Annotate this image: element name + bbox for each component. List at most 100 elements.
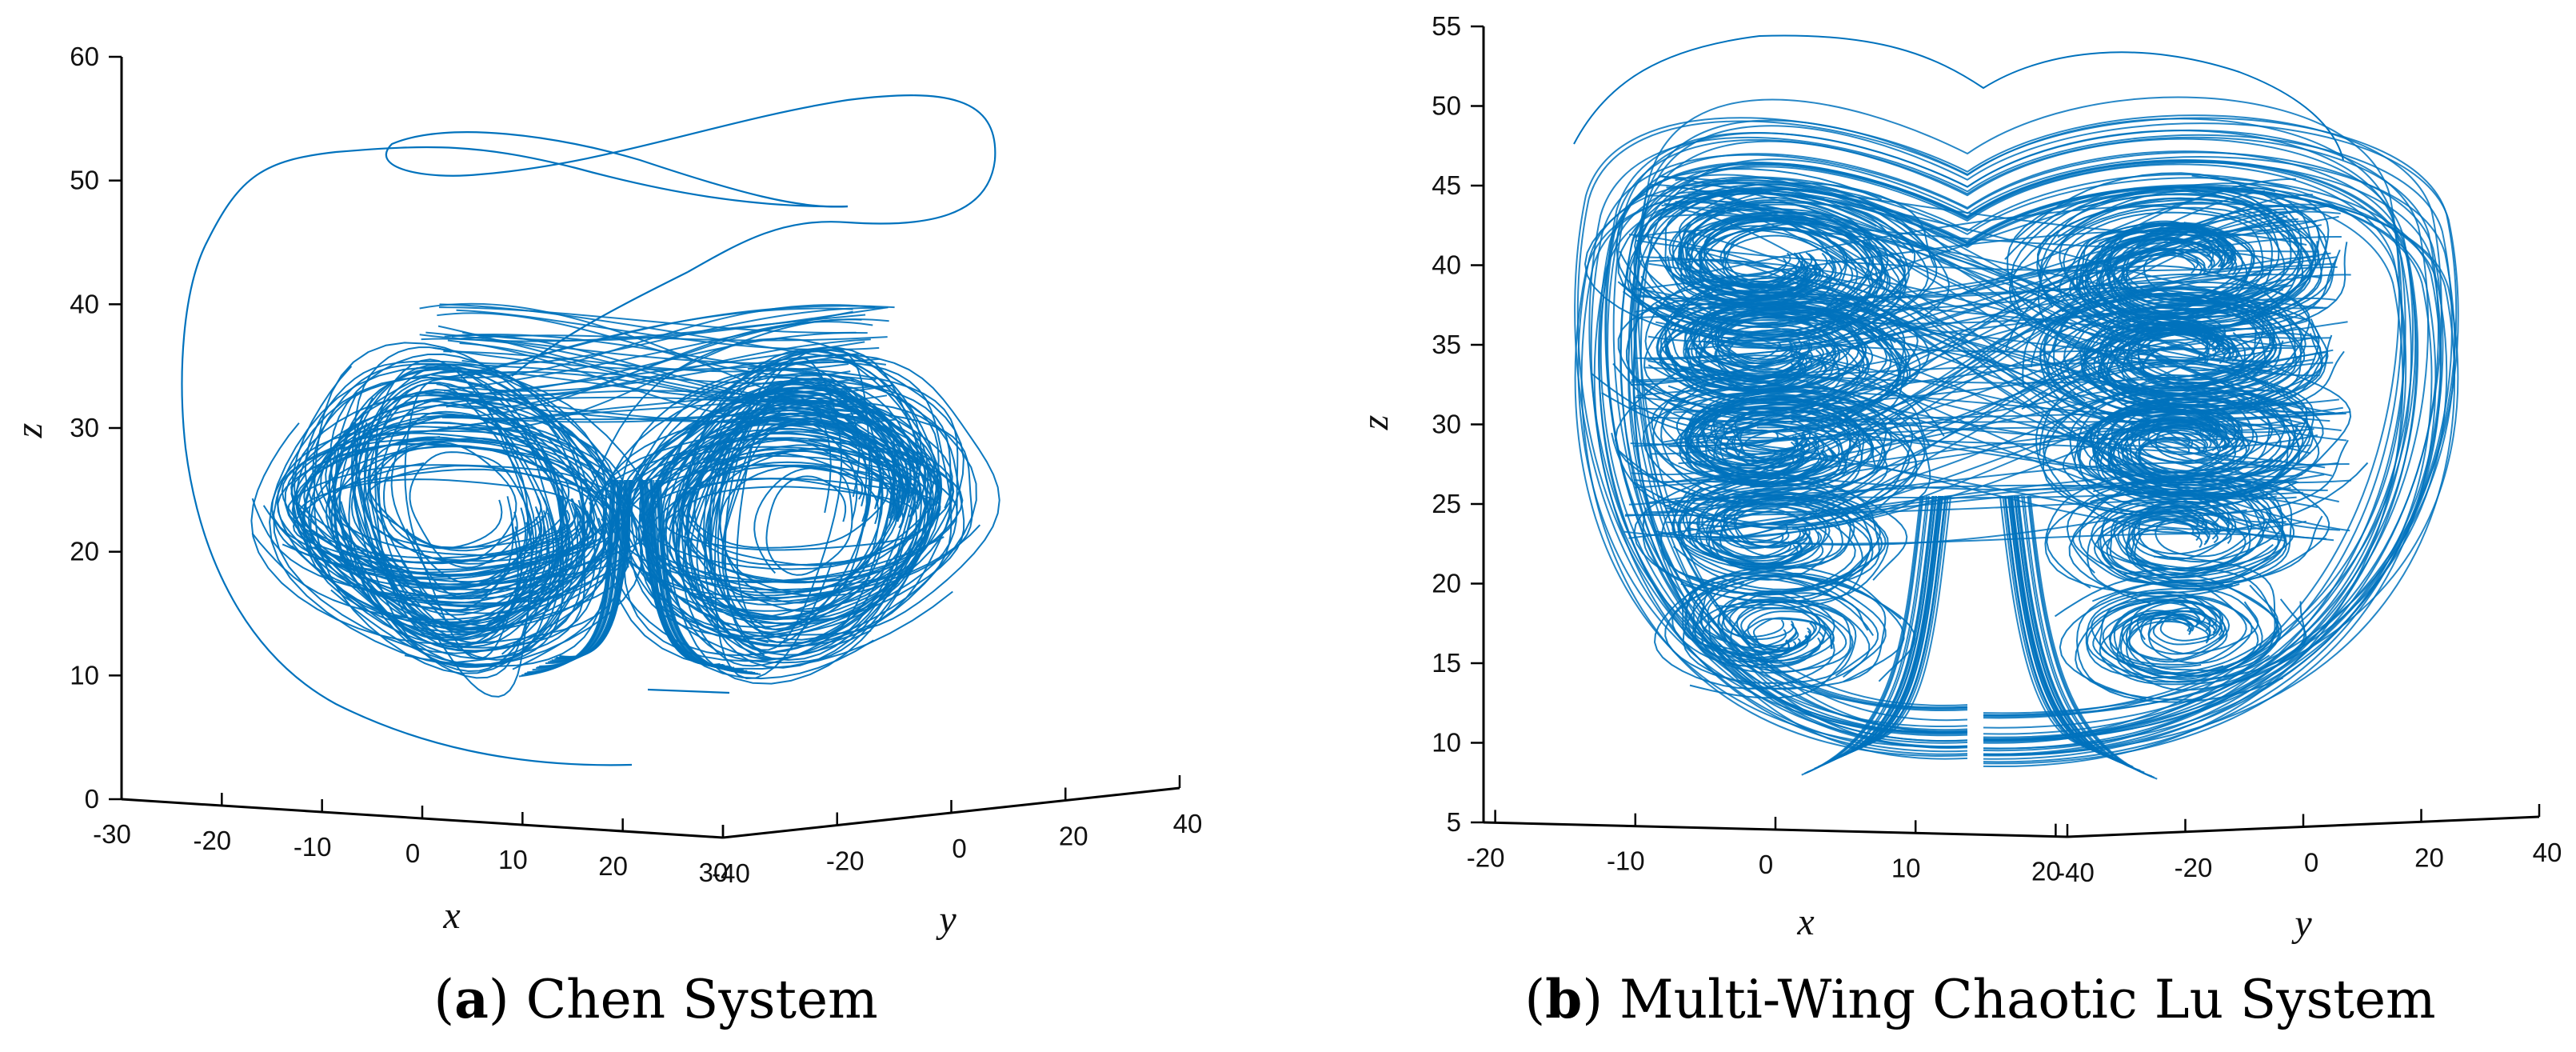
- chen-wing-left-loop: [377, 397, 564, 661]
- lu-z-axis-label: z: [1354, 414, 1396, 430]
- lu-wing-right-loop: [2091, 582, 2247, 666]
- caption-b-label: b: [1545, 968, 1582, 1030]
- chen-crossing-strand: [437, 384, 893, 430]
- lu-crossing-strand: [1633, 287, 2293, 406]
- chen-x-tick-label: 20: [598, 851, 628, 881]
- chen-z-tick-label: 20: [70, 537, 99, 566]
- lu-wing-left-loop: [1664, 584, 1857, 684]
- chen-z-axis-label: z: [8, 422, 50, 438]
- lu-crossing-strand: [1634, 228, 2328, 310]
- chen-wing-left-loop: [405, 451, 533, 586]
- lu-crossing-strand: [1647, 194, 2265, 363]
- chen-x-tick-label: -30: [93, 819, 131, 849]
- chen-lower-strand: [657, 479, 758, 674]
- chen-wing-right-loop: [639, 361, 952, 620]
- chen-x-tick-label: -20: [193, 826, 231, 855]
- chen-y-tick-label: -40: [712, 858, 750, 888]
- lu-wing-left-loop: [1671, 486, 1851, 570]
- chen-crossing-strand: [441, 396, 849, 423]
- lu-wing-left-loop: [1705, 498, 1863, 592]
- lu-outer-loop: [1588, 134, 2453, 742]
- chen-wing-right-loop: [681, 439, 933, 566]
- lu-crossing-strand: [1624, 491, 2303, 517]
- lu-z-tick-label: 30: [1432, 410, 1461, 439]
- chen-wing-left-loop: [271, 426, 607, 577]
- chen-crossing-strand: [421, 338, 882, 414]
- lu-wing-right-loop: [2059, 587, 2263, 700]
- lu-wing-right-loop: [2109, 480, 2330, 590]
- lu-crossing-strand: [1699, 359, 2339, 503]
- lu-z-tick-label: 50: [1432, 91, 1461, 121]
- lu-outer-loop: [1574, 114, 2442, 760]
- lu-crossing-strand: [1628, 484, 2318, 509]
- lu-lower-strand: [1804, 495, 1923, 774]
- lu-crossing-strand: [1646, 266, 2338, 361]
- chen-crossing-strand: [444, 321, 873, 418]
- lu-crossing-strand: [1694, 208, 2286, 423]
- chen-crossing-strand: [437, 312, 851, 377]
- chen-crossing-strand: [451, 334, 869, 406]
- lu-z-tick-label: 20: [1432, 569, 1461, 598]
- lu-x-tick-label: 10: [1891, 853, 1921, 882]
- lu-crossing-strand: [1645, 358, 2315, 384]
- chen-y-axis-label: y: [935, 898, 957, 941]
- lu-crossing-strand: [1695, 255, 2320, 438]
- chen-transient-outer: [181, 146, 849, 766]
- lu-wing-left-loop: [1688, 492, 1820, 568]
- lu-x-tick-label: 20: [2031, 857, 2061, 886]
- lu-crossing-strand: [1630, 442, 2285, 539]
- chen-wing-left-loop: [404, 377, 533, 698]
- lu-outer-loop: [1627, 184, 2448, 718]
- lu-crossing-strand: [1631, 272, 2272, 312]
- lu-crossing-strand: [1631, 220, 2317, 475]
- lu-wing-right-loop: [2107, 426, 2219, 486]
- chen-y-tick-label: 40: [1173, 809, 1203, 838]
- chen-crossing-strand: [431, 304, 876, 379]
- chen-crossing-strand: [444, 334, 877, 381]
- lu-wing-left-loop: [1656, 277, 1932, 403]
- lu-z-tick-label: 55: [1432, 11, 1461, 41]
- caption-a-text: Chen System: [509, 969, 878, 1030]
- lu-crossing-strand: [1631, 205, 2331, 382]
- chen-crossing-strand: [447, 339, 896, 425]
- lu-lower-strand: [2027, 495, 2155, 778]
- chen-transient-loop: [385, 94, 996, 273]
- lu-y-tick-label: -40: [2056, 858, 2095, 887]
- chen-z-tick-label: 40: [70, 289, 99, 318]
- lu-crossing-strand: [1687, 362, 2334, 527]
- chen-z-tick-label: 30: [70, 413, 99, 442]
- chen-trajectory: [181, 94, 1000, 766]
- caption-a-label: a: [454, 968, 489, 1030]
- lu-crossing-strand: [1671, 328, 2314, 434]
- chen-lower-strand: [641, 479, 725, 667]
- lu-lower-strand: [1851, 495, 1947, 751]
- lu-lower-strand: [1814, 495, 1928, 770]
- lu-lower-strand: [1818, 495, 1930, 768]
- lu-outer-loop: [1619, 159, 2418, 756]
- lu-crossing-strand: [1674, 326, 2298, 508]
- lu-crossing-strand: [1699, 406, 2343, 443]
- lu-crossing-strand: [1655, 321, 2295, 353]
- chen-z-tick-label: 50: [70, 166, 99, 195]
- lu-crossing-strand: [1647, 360, 2318, 449]
- lu-lower-strand: [2002, 495, 2103, 753]
- lu-outer-loop: [1576, 118, 2403, 744]
- chen-wing-left-loop: [295, 370, 621, 667]
- lu-axes: [1471, 25, 2541, 838]
- lu-x-axis-label: x: [1796, 901, 1814, 943]
- lu-wing-right-loop: [2052, 286, 2275, 404]
- lu-crossing-strand: [1703, 224, 2289, 349]
- chen-x-axis-label: x: [442, 894, 460, 937]
- lu-outer-loop: [1630, 138, 2414, 740]
- lu-top-excursion: [1573, 34, 2344, 161]
- chen-transient-tail: [647, 688, 730, 694]
- chen-crossing-strand: [419, 302, 864, 422]
- chen-crossing-strand: [425, 331, 881, 365]
- caption-b: (b) Multi-Wing Chaotic Lu System: [1524, 968, 2435, 1030]
- chen-crossing-strand: [421, 391, 864, 423]
- chen-crossing-strand: [439, 303, 887, 366]
